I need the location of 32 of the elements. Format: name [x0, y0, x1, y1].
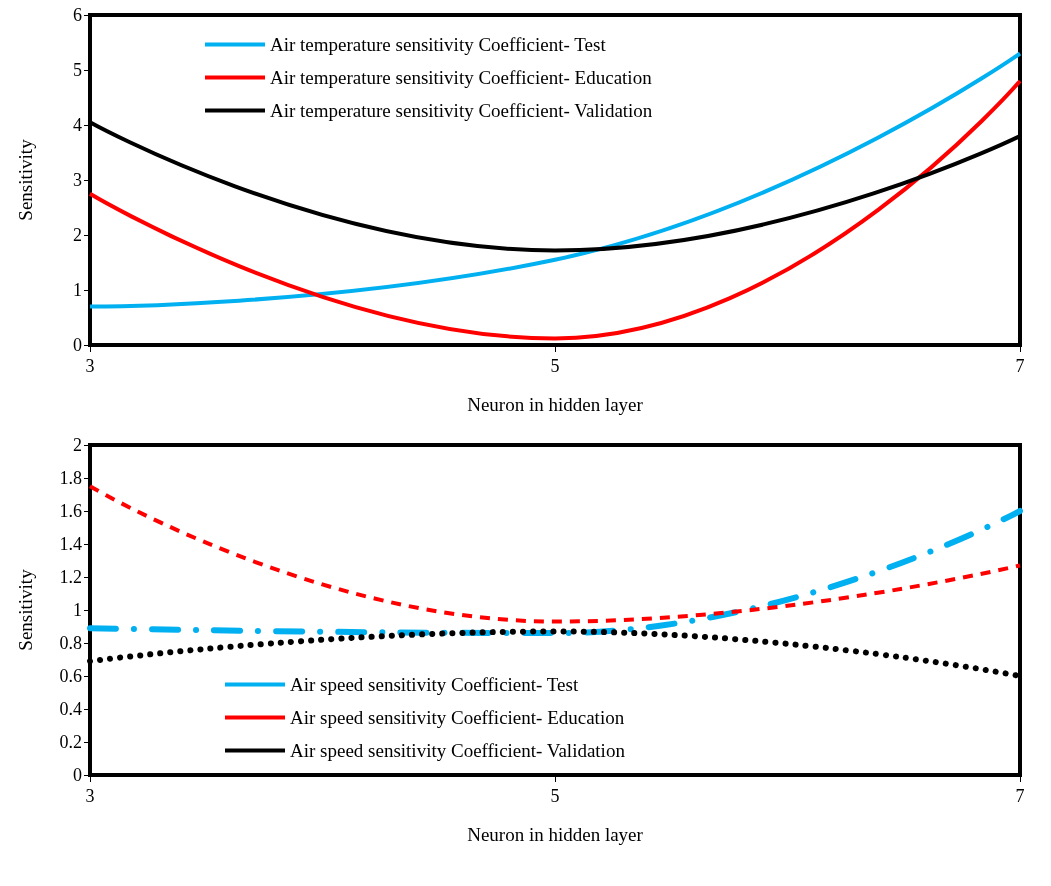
- y-tick-label: 1.8: [59, 468, 82, 488]
- y-tick-label: 1: [73, 280, 82, 300]
- y-tick-label: 3: [73, 170, 82, 190]
- x-tick-label: 7: [1015, 356, 1025, 376]
- y-tick-label: 0: [73, 335, 82, 355]
- y-tick-label: 1.2: [59, 567, 82, 587]
- x-tick-label: 5: [550, 786, 560, 806]
- y-tick-label: 0.8: [59, 633, 82, 653]
- y-tick-label: 0: [73, 765, 82, 785]
- y-axis-title: Sensitivity: [15, 138, 36, 221]
- legend-label: Air temperature sensitivity Coefficient- Test: [270, 34, 607, 55]
- y-tick-label: 1: [73, 600, 82, 620]
- y-tick-label: 0.6: [59, 666, 82, 686]
- y-tick-label: 5: [73, 60, 82, 80]
- y-tick-label: 6: [73, 5, 82, 25]
- y-tick-label: 1.6: [59, 501, 82, 521]
- legend-label: Air temperature sensitivity Coefficient- Education: [270, 67, 653, 88]
- legend-label: Air speed sensitivity Coefficient- Education: [290, 707, 625, 728]
- x-axis-title: Neuron in hidden layer: [467, 394, 644, 415]
- y-tick-label: 2: [73, 435, 82, 455]
- x-tick-label: 7: [1015, 786, 1025, 806]
- x-axis-title: Neuron in hidden layer: [467, 824, 644, 845]
- y-axis-title: Sensitivity: [15, 568, 36, 651]
- legend-label: Air temperature sensitivity Coefficient- Validation: [270, 100, 653, 121]
- y-tick-label: 4: [73, 115, 82, 135]
- y-tick-label: 0.2: [59, 732, 82, 752]
- y-tick-label: 2: [73, 225, 82, 245]
- legend-label: Air speed sensitivity Coefficient- Validation: [290, 740, 626, 761]
- y-tick-label: 0.4: [59, 699, 82, 719]
- x-tick-label: 5: [550, 356, 560, 376]
- legend-label: Air speed sensitivity Coefficient- Test: [290, 674, 579, 695]
- y-tick-label: 1.4: [59, 534, 82, 554]
